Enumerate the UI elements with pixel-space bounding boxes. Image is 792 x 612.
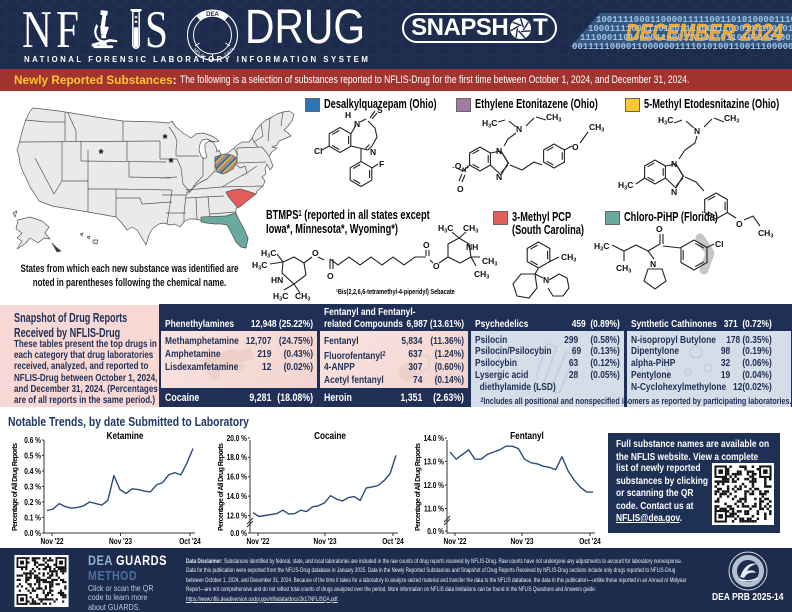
svg-text:–O: –O <box>452 161 462 171</box>
svg-text:111000110100001100011010010110: 1110001101000011000110100101101001011001… <box>580 33 792 43</box>
svg-text:14.0 %: 14.0 % <box>227 491 248 501</box>
svg-text:NFLIS: NFLIS <box>193 47 206 59</box>
svg-text:O: O <box>423 240 430 250</box>
svg-text:CH3: CH3 <box>724 113 739 125</box>
svg-text:100011110001101001110000110001: 1000111100011010011100001100011010010110 <box>588 24 792 34</box>
svg-text:N: N <box>496 146 502 156</box>
svg-text:Percentage of All Drug Reports: Percentage of All Drug Reports <box>12 443 19 531</box>
svg-text:Percentage of All Drug Reports: Percentage of All Drug Reports <box>415 443 422 531</box>
svg-text:O: O <box>736 219 743 229</box>
svg-text:0.6 %: 0.6 % <box>24 435 41 445</box>
svg-text:O: O <box>457 184 464 194</box>
svg-text:12.0 %: 12.0 % <box>424 480 445 490</box>
svg-text:14.0 %: 14.0 % <box>424 433 445 443</box>
svg-text:CH3: CH3 <box>616 263 631 275</box>
svg-text:Nov '22: Nov '22 <box>246 536 269 546</box>
svg-text:*: * <box>98 146 104 161</box>
svg-text:CH3: CH3 <box>295 291 310 301</box>
svg-text:0.5 %: 0.5 % <box>24 451 41 461</box>
svg-text:Nov '22: Nov '22 <box>40 536 63 546</box>
svg-text:Cl: Cl <box>314 146 323 156</box>
svg-text:Ketamine: Ketamine <box>107 429 144 441</box>
svg-text:Nov '22: Nov '22 <box>443 536 466 546</box>
svg-text:13.0 %: 13.0 % <box>424 457 445 467</box>
svg-text:Nov '23: Nov '23 <box>313 536 336 546</box>
svg-text:H3C: H3C <box>438 223 453 235</box>
svg-text:N: N <box>650 259 656 269</box>
svg-text:NH: NH <box>466 242 478 252</box>
svg-text:100111100011000011111001101010: 1001111000110000111110011010100001110000… <box>596 15 792 25</box>
svg-text:0.3 %: 0.3 % <box>24 482 41 492</box>
svg-text:H3C: H3C <box>261 248 276 260</box>
svg-text:H3C: H3C <box>273 291 288 301</box>
svg-text:CH3: CH3 <box>463 223 478 235</box>
svg-text:Fentanyl: Fentanyl <box>510 429 544 441</box>
svg-text:N: N <box>354 119 360 129</box>
svg-text:0.0 %: 0.0 % <box>230 528 247 538</box>
svg-text:0.4 %: 0.4 % <box>24 466 41 476</box>
svg-text:O: O <box>312 248 319 258</box>
svg-text:S: S <box>377 105 383 115</box>
svg-text:H: H <box>345 110 351 120</box>
svg-text:001111100001100000011110101001: 0011111000011000000111101010011001110000… <box>572 42 792 52</box>
svg-text:0.1 %: 0.1 % <box>24 513 41 523</box>
svg-text:HN: HN <box>271 275 283 285</box>
svg-text:O: O <box>433 261 440 271</box>
svg-text:CH3: CH3 <box>561 252 576 264</box>
svg-text:DEA: DEA <box>206 12 219 18</box>
svg-text:0.0 %: 0.0 % <box>24 528 41 538</box>
svg-text:N: N <box>543 275 549 285</box>
svg-text:H3C: H3C <box>594 241 609 253</box>
svg-text:CH3: CH3 <box>758 228 773 240</box>
svg-text:Oct '24: Oct '24 <box>179 536 201 546</box>
svg-text:Percentage of All Drug Reports: Percentage of All Drug Reports <box>218 443 225 531</box>
svg-text:N: N <box>496 172 502 182</box>
svg-text:H3C: H3C <box>658 115 673 127</box>
svg-text:H3C: H3C <box>618 180 633 192</box>
svg-text:0.0 %: 0.0 % <box>427 526 444 536</box>
svg-text:11.0 %: 11.0 % <box>424 504 444 514</box>
svg-text:Oct '24: Oct '24 <box>382 536 404 546</box>
svg-text:O: O <box>656 225 663 234</box>
svg-text:O: O <box>572 142 579 152</box>
svg-text:12.0 %: 12.0 % <box>227 511 248 521</box>
svg-text:0.2 %: 0.2 % <box>24 497 41 507</box>
svg-text:Oct '24: Oct '24 <box>579 536 601 546</box>
svg-text:CH3: CH3 <box>546 112 561 124</box>
svg-text:F: F <box>379 159 384 169</box>
svg-text:16.0 %: 16.0 % <box>227 472 248 482</box>
svg-text:*: * <box>168 155 174 170</box>
svg-text:20.0 %: 20.0 % <box>227 433 248 443</box>
svg-text:Cl: Cl <box>715 239 724 249</box>
svg-text:DATA: DATA <box>223 46 235 57</box>
svg-text:N: N <box>462 168 466 174</box>
svg-text:*: * <box>162 131 168 146</box>
svg-text:+: + <box>466 165 469 171</box>
svg-text:H3C: H3C <box>482 118 497 130</box>
svg-text:CH3: CH3 <box>474 269 489 281</box>
svg-text:N: N <box>370 147 376 157</box>
svg-text:Nov '23: Nov '23 <box>109 536 132 546</box>
svg-text:H3C: H3C <box>252 260 267 272</box>
svg-text:Nov '23: Nov '23 <box>510 536 533 546</box>
svg-text:O: O <box>327 271 334 281</box>
svg-text:Cocaine: Cocaine <box>314 429 346 441</box>
svg-text:N: N <box>516 124 522 134</box>
svg-text:N: N <box>671 159 677 169</box>
svg-text:N: N <box>694 126 700 136</box>
svg-text:DECEMBER 2024: DECEMBER 2024 <box>626 18 783 46</box>
svg-text:18.0 %: 18.0 % <box>227 453 248 463</box>
svg-text:N: N <box>671 187 677 197</box>
svg-text:CH3: CH3 <box>589 122 604 134</box>
svg-text:CH3: CH3 <box>482 256 497 268</box>
